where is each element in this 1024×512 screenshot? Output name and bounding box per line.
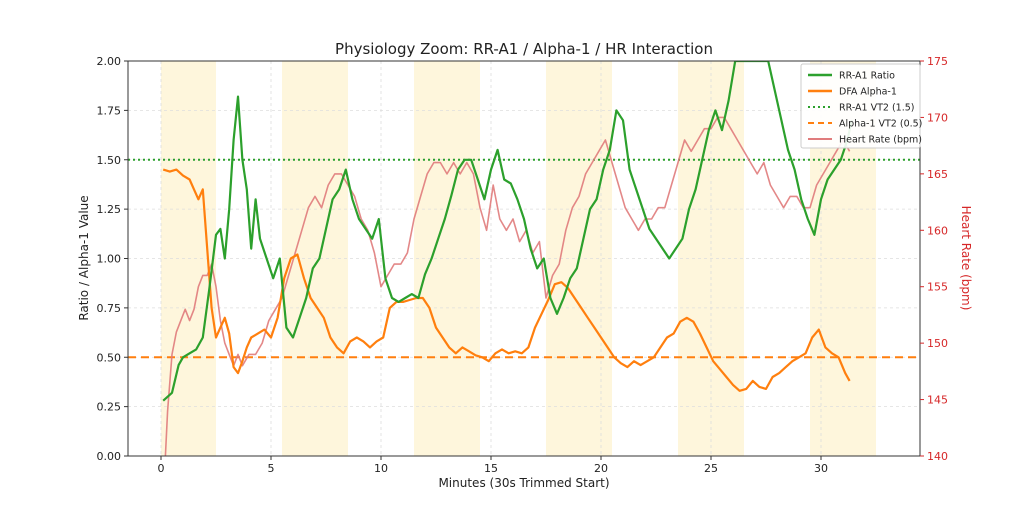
tick-labels: 0 5 10 15 20 25 30 0.00 0.25 0.50 0.75 1.00 1.25 1.50… bbox=[97, 55, 949, 475]
y-left-tick-label-1: 0.25 bbox=[97, 401, 122, 414]
x-axis-label: Minutes (30s Trimmed Start) bbox=[438, 476, 609, 490]
series-line-1 bbox=[162, 168, 851, 392]
series-line-2 bbox=[164, 116, 851, 456]
x-tick-label-5: 25 bbox=[704, 462, 718, 475]
y-right-tick-label-6: 170 bbox=[927, 111, 948, 124]
legend-label-0: RR-A1 Ratio bbox=[839, 71, 895, 82]
y-left-tick-label-5: 1.25 bbox=[97, 203, 122, 216]
y-axis-label-right: Heart Rate (bpm) bbox=[959, 206, 973, 311]
y-left-tick-label-3: 0.75 bbox=[97, 302, 122, 315]
series-line-0 bbox=[162, 61, 853, 402]
x-tick-label-4: 20 bbox=[594, 462, 608, 475]
legend: RR-A1 Ratio DFA Alpha-1 RR-A1 VT2 (1.5) Alp… bbox=[800, 63, 922, 149]
y-left-tick-label-2: 0.50 bbox=[97, 351, 122, 364]
chart-title: Physiology Zoom: RR-A1 / Alpha-1 / HR In… bbox=[335, 40, 713, 58]
legend-label-1: DFA Alpha-1 bbox=[839, 87, 897, 98]
x-tick-label-2: 10 bbox=[374, 462, 388, 475]
y-left-tick-label-0: 0.00 bbox=[97, 450, 122, 463]
legend-label-3: Alpha-1 VT2 (0.5) bbox=[839, 119, 922, 130]
y-left-tick-label-7: 1.75 bbox=[97, 104, 122, 117]
y-right-tick-label-7: 175 bbox=[927, 55, 948, 68]
x-tick-label-6: 30 bbox=[814, 462, 828, 475]
y-left-tick-label-6: 1.50 bbox=[97, 154, 122, 167]
x-tick-label-3: 15 bbox=[484, 462, 498, 475]
x-tick-label-0: 0 bbox=[158, 462, 165, 475]
y-left-tick-label-4: 1.00 bbox=[97, 253, 122, 266]
y-right-tick-label-4: 160 bbox=[927, 224, 948, 237]
y-right-tick-label-5: 165 bbox=[927, 168, 948, 181]
x-tick-label-1: 5 bbox=[268, 462, 275, 475]
legend-label-2: RR-A1 VT2 (1.5) bbox=[839, 103, 915, 114]
y-right-tick-label-1: 145 bbox=[927, 394, 948, 407]
legend-box bbox=[800, 63, 921, 149]
legend-label-4: Heart Rate (bpm) bbox=[839, 135, 922, 146]
y-axis-label-left: Ratio / Alpha-1 Value bbox=[77, 195, 91, 320]
series-lines bbox=[162, 61, 853, 456]
y-right-tick-label-2: 150 bbox=[927, 337, 948, 350]
reference-lines bbox=[128, 158, 920, 359]
y-right-tick-label-0: 140 bbox=[927, 450, 948, 463]
y-left-tick-label-8: 2.00 bbox=[97, 55, 122, 68]
y-right-tick-label-3: 155 bbox=[927, 281, 948, 294]
